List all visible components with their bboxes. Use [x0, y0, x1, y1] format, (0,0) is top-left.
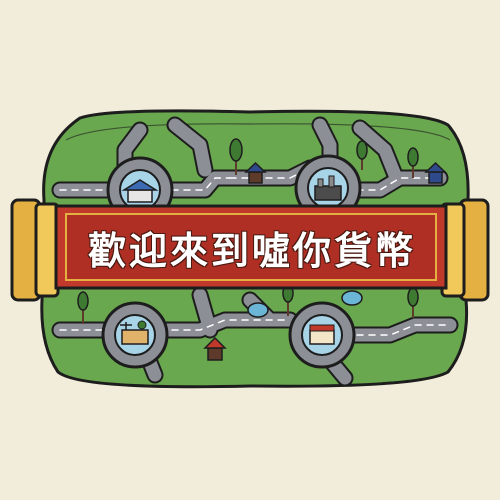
banner-title: 歡迎來到噓你貨幣 [74, 214, 430, 280]
shop-street-icon [310, 325, 334, 344]
